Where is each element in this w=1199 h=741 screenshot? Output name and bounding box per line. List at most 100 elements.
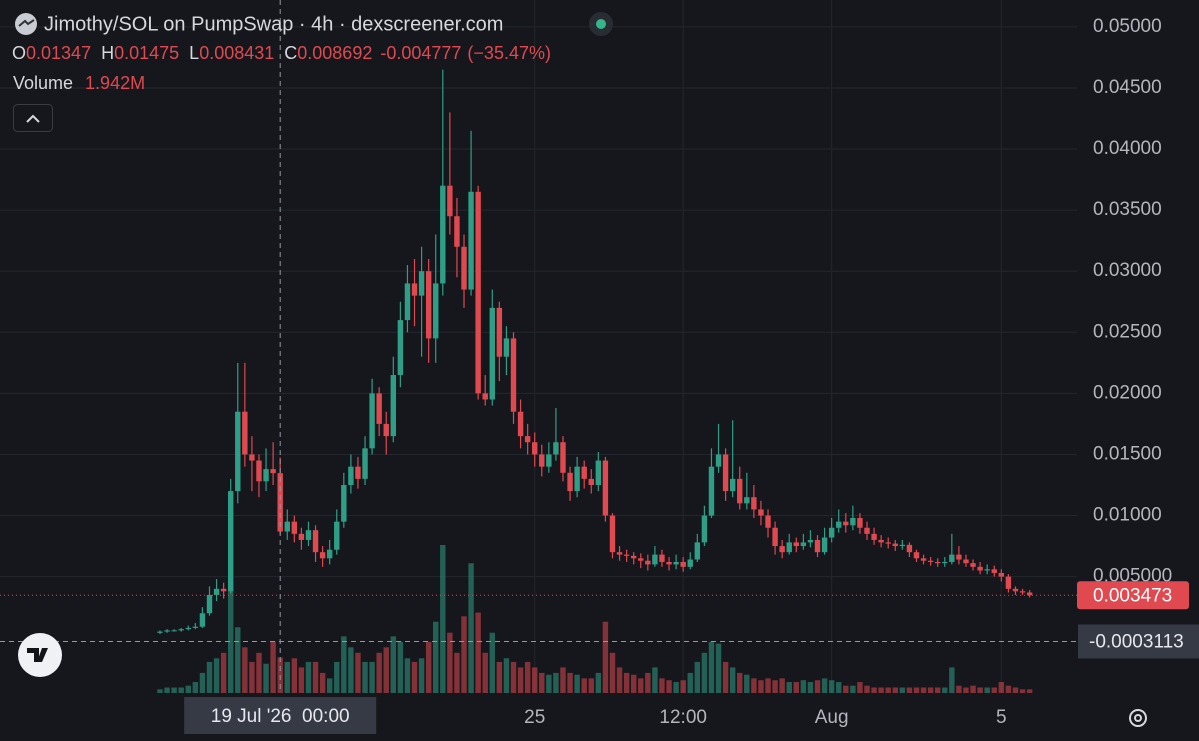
volume-bar bbox=[892, 687, 898, 693]
candle-body bbox=[970, 563, 976, 567]
value: 0.01347 bbox=[26, 43, 91, 63]
volume-bar bbox=[482, 652, 488, 693]
candle-body bbox=[659, 554, 665, 562]
candle-body bbox=[920, 558, 927, 561]
volume-bar bbox=[546, 674, 552, 693]
volume-bar bbox=[369, 661, 375, 693]
candle-body bbox=[899, 544, 906, 547]
candle-body bbox=[461, 246, 467, 290]
volume-bar bbox=[539, 672, 545, 693]
last-price-label: 0.003473 bbox=[1093, 585, 1172, 606]
candle-body bbox=[503, 338, 510, 357]
candle-body bbox=[1012, 588, 1019, 592]
crosshair-y-label: -0.0003113 bbox=[1089, 632, 1184, 653]
x-tick-label: 12:00 bbox=[659, 707, 707, 728]
crosshair-x-box bbox=[184, 697, 377, 734]
candle-body bbox=[383, 423, 389, 437]
candle-body bbox=[171, 630, 177, 632]
collapse-button[interactable] bbox=[13, 104, 53, 132]
candle-body bbox=[256, 460, 262, 482]
volume-bar bbox=[157, 689, 163, 693]
volume-bar bbox=[984, 687, 990, 693]
chevron-icon bbox=[26, 114, 40, 123]
candle-body bbox=[892, 543, 898, 547]
candle-body bbox=[404, 283, 411, 321]
volume-bar bbox=[991, 687, 997, 693]
volume-bar bbox=[970, 685, 976, 693]
label: O bbox=[12, 43, 26, 63]
candle-body bbox=[433, 283, 439, 339]
candle-body bbox=[1005, 576, 1012, 589]
candle-body bbox=[192, 626, 199, 628]
volume-bar bbox=[602, 621, 609, 693]
candle-body bbox=[666, 561, 672, 565]
volume-bar bbox=[263, 663, 269, 693]
volume-bar bbox=[581, 678, 587, 693]
candle-body bbox=[376, 393, 382, 424]
candle-body bbox=[390, 375, 397, 437]
candle-body bbox=[206, 594, 213, 614]
volume-bar bbox=[927, 687, 934, 693]
candle-body bbox=[1026, 592, 1033, 596]
volume-bar bbox=[828, 680, 835, 693]
volume-bar bbox=[475, 612, 481, 693]
settings-icon[interactable] bbox=[1129, 709, 1147, 727]
candle-body bbox=[609, 515, 616, 553]
volume-bar bbox=[228, 587, 234, 693]
volume-bar bbox=[433, 621, 439, 693]
volume-bar bbox=[645, 672, 651, 693]
volume-bar bbox=[638, 678, 644, 693]
candle-body bbox=[263, 469, 269, 482]
volume-bar bbox=[348, 647, 354, 693]
candle-body bbox=[843, 521, 849, 526]
candle-body bbox=[984, 569, 990, 571]
candle-body bbox=[737, 478, 743, 504]
candle-body bbox=[864, 527, 870, 534]
candle-body bbox=[567, 472, 573, 492]
candle-body bbox=[539, 454, 545, 467]
candle-body bbox=[425, 271, 432, 339]
candle-body bbox=[645, 560, 651, 565]
volume-bar bbox=[729, 667, 736, 693]
volume-bar bbox=[666, 680, 672, 693]
volume-bar bbox=[447, 632, 453, 693]
settings-icon-center bbox=[1134, 714, 1142, 722]
avatar-glyph bbox=[18, 19, 35, 27]
candle-body bbox=[1019, 591, 1026, 593]
candle-body bbox=[744, 497, 750, 504]
volume-bar bbox=[468, 563, 474, 693]
volume-legend: Volume 1.942M bbox=[13, 73, 145, 93]
candle-layer bbox=[157, 69, 1033, 635]
candle-body bbox=[228, 491, 234, 592]
candle-body bbox=[213, 588, 220, 595]
token-avatar bbox=[15, 13, 37, 35]
candle-body bbox=[694, 542, 701, 560]
volume-bar bbox=[878, 687, 884, 693]
candle-body bbox=[235, 411, 241, 492]
candle-body bbox=[341, 484, 347, 522]
y-tick-label: 0.04500 bbox=[1093, 77, 1162, 98]
candle-body bbox=[291, 521, 298, 534]
y-tick-label: 0.02500 bbox=[1093, 321, 1162, 342]
volume-bar bbox=[461, 616, 467, 693]
candle-body bbox=[517, 411, 524, 437]
candle-body bbox=[673, 561, 679, 565]
grid bbox=[0, 0, 1077, 693]
volume-bar bbox=[836, 682, 842, 693]
volume-bar bbox=[998, 682, 1005, 693]
volume-bar bbox=[963, 687, 969, 693]
volume-bar bbox=[609, 652, 616, 693]
x-tick-label: 25 bbox=[524, 707, 545, 728]
candle-body bbox=[595, 460, 602, 485]
label: L bbox=[189, 43, 199, 63]
volume-bar bbox=[885, 687, 891, 693]
volume-bar bbox=[298, 667, 305, 693]
volume-bar bbox=[567, 672, 573, 693]
volume-bar bbox=[694, 661, 701, 693]
candle-body bbox=[220, 588, 227, 592]
volume-bar bbox=[744, 674, 750, 693]
candle-body bbox=[574, 466, 580, 492]
candle-body bbox=[199, 613, 206, 627]
candle-body bbox=[913, 552, 920, 559]
